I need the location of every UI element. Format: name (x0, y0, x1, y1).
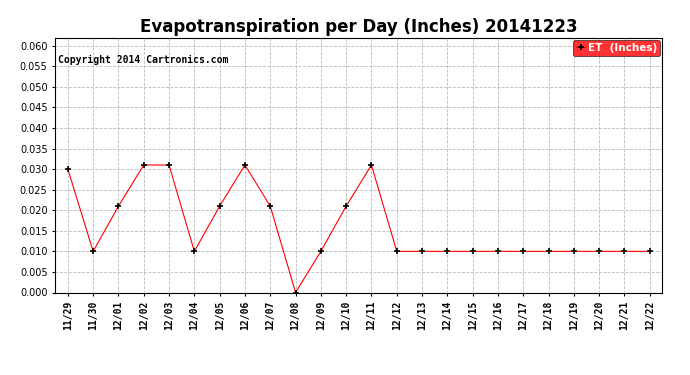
ET  (Inches) (494, 249, 502, 254)
ET  (Inches) (89, 249, 97, 254)
ET  (Inches) (139, 163, 148, 167)
ET  (Inches) (190, 249, 199, 254)
ET  (Inches) (469, 249, 477, 254)
ET  (Inches) (241, 163, 249, 167)
ET  (Inches) (342, 204, 351, 209)
ET  (Inches) (570, 249, 578, 254)
ET  (Inches) (443, 249, 451, 254)
ET  (Inches) (393, 249, 401, 254)
ET  (Inches) (317, 249, 325, 254)
ET  (Inches) (646, 249, 654, 254)
ET  (Inches) (544, 249, 553, 254)
ET  (Inches) (367, 163, 375, 167)
ET  (Inches) (595, 249, 603, 254)
ET  (Inches) (266, 204, 275, 209)
Title: Evapotranspiration per Day (Inches) 20141223: Evapotranspiration per Day (Inches) 2014… (140, 18, 578, 36)
Text: Copyright 2014 Cartronics.com: Copyright 2014 Cartronics.com (58, 56, 228, 65)
ET  (Inches) (291, 290, 299, 295)
Line: ET  (Inches): ET (Inches) (65, 162, 653, 295)
ET  (Inches) (215, 204, 224, 209)
ET  (Inches) (418, 249, 426, 254)
Legend: ET  (Inches): ET (Inches) (573, 40, 660, 56)
ET  (Inches) (165, 163, 173, 167)
ET  (Inches) (620, 249, 629, 254)
ET  (Inches) (115, 204, 123, 209)
ET  (Inches) (519, 249, 527, 254)
ET  (Inches) (63, 167, 72, 171)
